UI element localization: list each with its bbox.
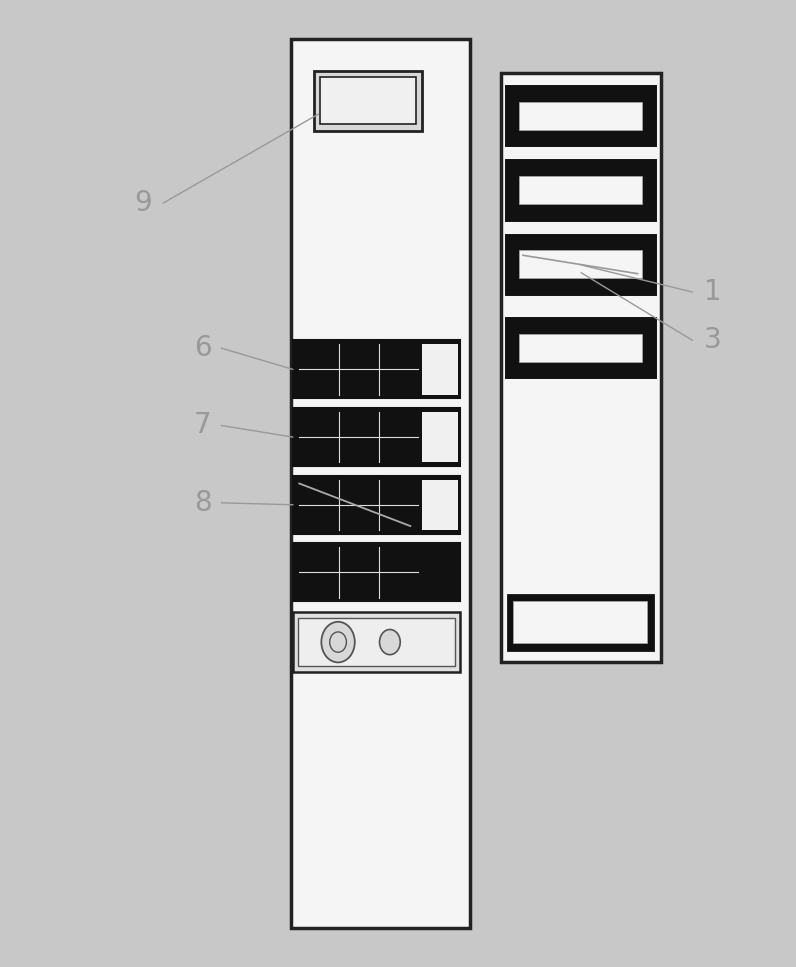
Bar	[314, 71, 422, 131]
Bar	[501, 73, 661, 662]
Bar	[298, 618, 455, 666]
Bar	[291, 39, 470, 928]
Bar	[519, 334, 642, 362]
Bar	[293, 543, 460, 601]
Bar	[320, 77, 416, 124]
Bar	[519, 176, 642, 204]
Bar	[293, 612, 460, 672]
Bar	[508, 162, 653, 218]
Bar	[513, 601, 647, 643]
Text: 7: 7	[194, 412, 212, 439]
Bar	[519, 102, 642, 130]
Text: 3: 3	[704, 327, 721, 354]
Bar	[508, 595, 653, 650]
Bar	[422, 344, 458, 395]
Circle shape	[322, 622, 355, 662]
Bar	[508, 88, 653, 143]
Text: 1: 1	[704, 278, 721, 306]
Bar	[293, 408, 460, 466]
Bar	[422, 480, 458, 530]
Text: 9: 9	[135, 190, 152, 217]
Text: 8: 8	[194, 489, 212, 516]
Text: 6: 6	[194, 335, 212, 362]
Bar	[422, 412, 458, 462]
Bar	[293, 340, 460, 398]
Bar	[519, 250, 642, 278]
Bar	[508, 320, 653, 375]
Circle shape	[380, 630, 400, 655]
Bar	[293, 476, 460, 534]
Bar	[508, 237, 653, 292]
